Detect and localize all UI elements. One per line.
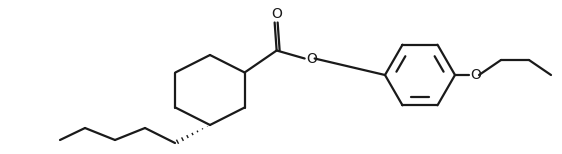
Text: O: O: [271, 6, 283, 20]
Text: O: O: [307, 51, 318, 65]
Text: O: O: [470, 68, 481, 82]
